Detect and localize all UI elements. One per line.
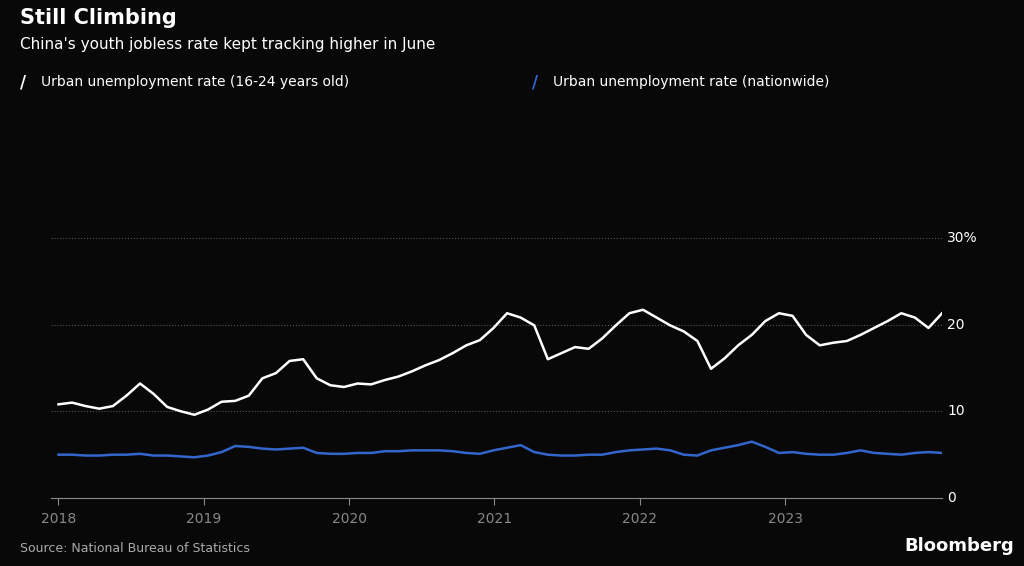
Text: Urban unemployment rate (nationwide): Urban unemployment rate (nationwide)	[553, 75, 829, 89]
Text: Source: National Bureau of Statistics: Source: National Bureau of Statistics	[20, 542, 250, 555]
Text: 10: 10	[947, 404, 965, 418]
Text: 30%: 30%	[947, 231, 978, 245]
Text: Bloomberg: Bloomberg	[904, 537, 1014, 555]
Text: /: /	[532, 73, 539, 91]
Text: /: /	[20, 73, 27, 91]
Text: Urban unemployment rate (16-24 years old): Urban unemployment rate (16-24 years old…	[41, 75, 349, 89]
Text: 0: 0	[947, 491, 956, 505]
Text: 20: 20	[947, 318, 965, 332]
Text: Still Climbing: Still Climbing	[20, 8, 177, 28]
Text: China's youth jobless rate kept tracking higher in June: China's youth jobless rate kept tracking…	[20, 37, 436, 52]
